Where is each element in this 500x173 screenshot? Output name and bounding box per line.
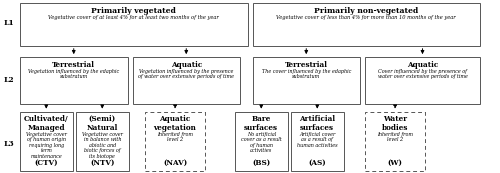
Text: (CTV): (CTV) bbox=[34, 159, 58, 167]
Text: Primarily vegetated: Primarily vegetated bbox=[92, 7, 176, 15]
Text: Vegetation influenced by the presence
of water over extensive periods of time: Vegetation influenced by the presence of… bbox=[138, 69, 234, 79]
Text: L2: L2 bbox=[4, 76, 15, 84]
Text: Artificial cover
as a result of
human activities: Artificial cover as a result of human ac… bbox=[297, 132, 338, 148]
FancyBboxPatch shape bbox=[145, 112, 205, 171]
Text: (Semi)
Natural: (Semi) Natural bbox=[86, 115, 118, 132]
FancyBboxPatch shape bbox=[20, 57, 128, 104]
Text: Bare
surfaces: Bare surfaces bbox=[244, 115, 278, 132]
FancyBboxPatch shape bbox=[365, 57, 480, 104]
Text: Inherited from
level 2: Inherited from level 2 bbox=[157, 132, 193, 142]
Text: Vegetative cover
of human origin
requiring long
term
maintenance: Vegetative cover of human origin requiri… bbox=[26, 132, 67, 159]
Text: Terrestrial: Terrestrial bbox=[285, 61, 328, 69]
Text: Vegetative cover of at least 4% for at least two months of the year: Vegetative cover of at least 4% for at l… bbox=[48, 15, 219, 20]
Text: (BS): (BS) bbox=[252, 159, 270, 167]
Text: Aquatic: Aquatic bbox=[407, 61, 438, 69]
Text: (AS): (AS) bbox=[308, 159, 326, 167]
FancyBboxPatch shape bbox=[291, 112, 344, 171]
Text: (NAV): (NAV) bbox=[163, 159, 187, 167]
FancyBboxPatch shape bbox=[252, 57, 360, 104]
FancyBboxPatch shape bbox=[20, 3, 248, 46]
Text: No artificial
cover as a result
of human
activities: No artificial cover as a result of human… bbox=[241, 132, 282, 153]
FancyBboxPatch shape bbox=[76, 112, 128, 171]
FancyBboxPatch shape bbox=[252, 3, 480, 46]
Text: Terrestrial: Terrestrial bbox=[52, 61, 95, 69]
Text: Cultivated/
Managed: Cultivated/ Managed bbox=[24, 115, 68, 132]
Text: Vegetation influenced by the edaphic
substratum: Vegetation influenced by the edaphic sub… bbox=[28, 69, 120, 79]
Text: Vegetative cover of less than 4% for more than 10 months of the year: Vegetative cover of less than 4% for mor… bbox=[276, 15, 456, 20]
Text: Primarily non-vegetated: Primarily non-vegetated bbox=[314, 7, 418, 15]
Text: Artificial
surfaces: Artificial surfaces bbox=[299, 115, 336, 132]
Text: Cover influenced by the presence of
water over extensive periods of time: Cover influenced by the presence of wate… bbox=[378, 69, 468, 79]
Text: (NTV): (NTV) bbox=[90, 159, 114, 167]
Text: Inherited from
level 2: Inherited from level 2 bbox=[377, 132, 413, 142]
Text: Aquatic: Aquatic bbox=[170, 61, 202, 69]
Text: Water
bodies: Water bodies bbox=[382, 115, 408, 132]
Text: L1: L1 bbox=[4, 19, 15, 27]
Text: L3: L3 bbox=[4, 140, 15, 148]
Text: Vegetative cover
in balance with
abiotic and
biotic forces of
its biotope: Vegetative cover in balance with abiotic… bbox=[82, 132, 123, 159]
FancyBboxPatch shape bbox=[132, 57, 240, 104]
FancyBboxPatch shape bbox=[235, 112, 288, 171]
Text: The cover influenced by the edaphic
substratum: The cover influenced by the edaphic subs… bbox=[262, 69, 351, 79]
Text: (W): (W) bbox=[388, 159, 402, 167]
Text: Aquatic
vegetation: Aquatic vegetation bbox=[154, 115, 196, 132]
FancyBboxPatch shape bbox=[20, 112, 72, 171]
FancyBboxPatch shape bbox=[365, 112, 425, 171]
